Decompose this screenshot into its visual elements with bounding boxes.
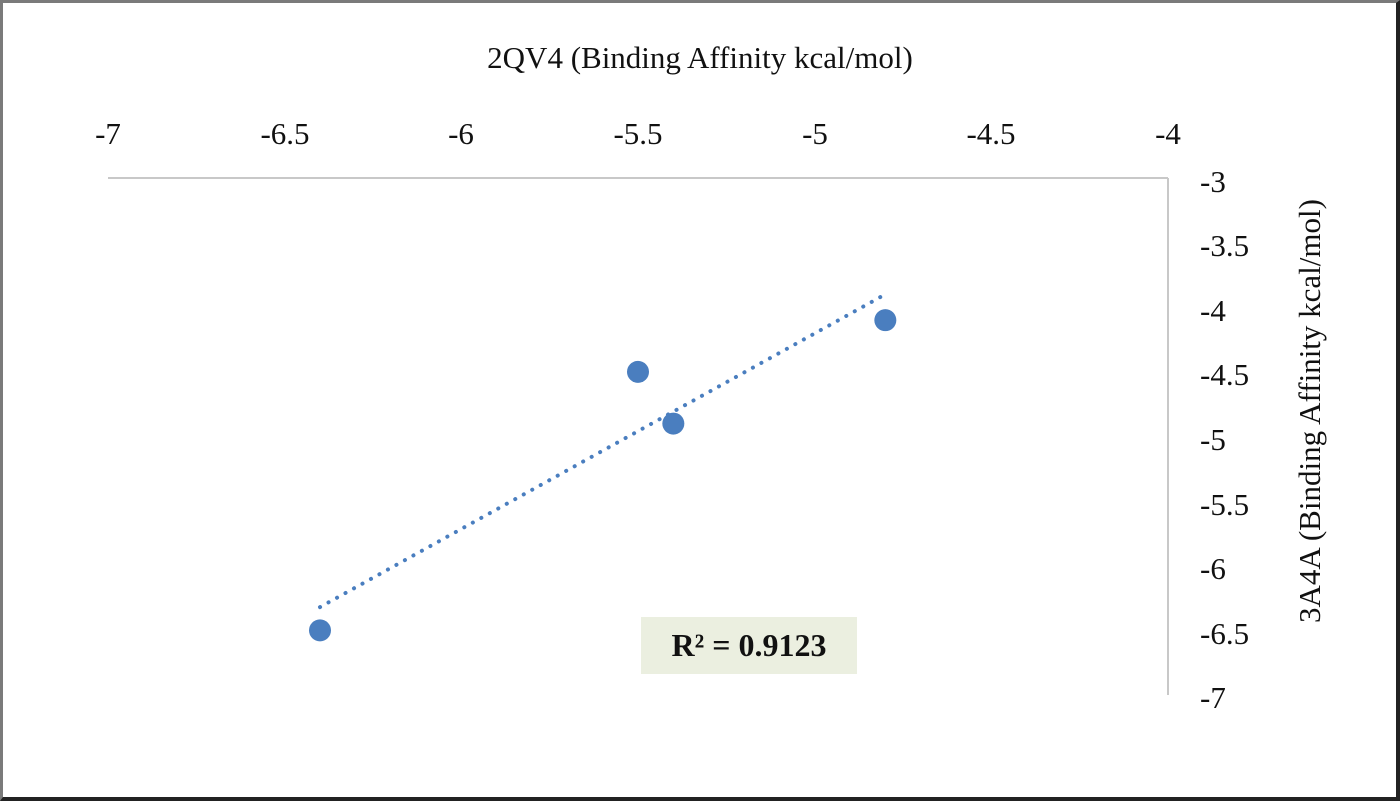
y-tick-label: -7 <box>1200 680 1226 715</box>
data-point <box>874 309 897 332</box>
x-tick-label: -6 <box>448 116 474 151</box>
x-tick-label: -6.5 <box>260 116 310 151</box>
y-tick-label: -5.5 <box>1200 487 1250 522</box>
y-tick-label: -4.5 <box>1200 357 1250 392</box>
data-point <box>627 360 649 383</box>
x-axis-title: 2QV4 (Binding Affinity kcal/mol) <box>487 40 913 75</box>
y-tick-label: -4 <box>1200 293 1226 328</box>
trendline <box>318 292 888 610</box>
y-tick-label: -6 <box>1200 551 1226 586</box>
data-point <box>662 412 685 435</box>
y-tick-label: -6.5 <box>1200 616 1250 651</box>
x-tick-label: -7 <box>95 116 121 151</box>
r-squared-label: R² = 0.9123 <box>641 617 857 674</box>
trendline-line <box>318 292 888 610</box>
y-tick-label: -5 <box>1200 422 1226 457</box>
y-tick-label: -3 <box>1200 164 1226 199</box>
x-tick-label: -4 <box>1155 116 1181 151</box>
x-tick-label: -5 <box>802 116 828 151</box>
data-point <box>309 619 331 642</box>
x-tick-label: -4.5 <box>966 116 1016 151</box>
x-tick-label: -5.5 <box>613 116 663 151</box>
data-points <box>309 309 897 642</box>
y-tick-label: -3.5 <box>1200 228 1250 263</box>
